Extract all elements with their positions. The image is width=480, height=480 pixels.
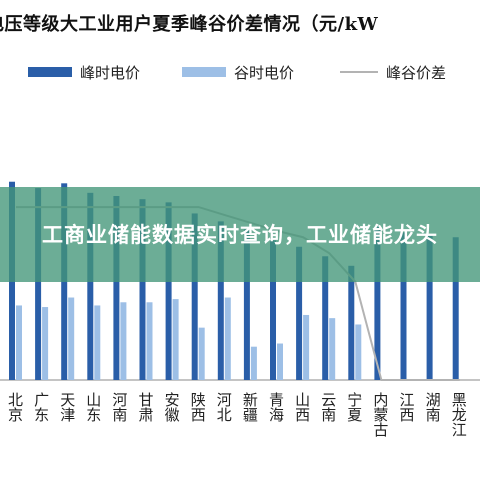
bar-valley-8 (224, 297, 231, 380)
legend-label-valley: 谷时电价 (234, 63, 295, 82)
x-tick-label-7: 陕西 (189, 392, 207, 422)
bar-valley-2 (68, 297, 75, 380)
bar-peak-15 (400, 232, 407, 380)
bar-valley-9 (250, 346, 257, 380)
x-tick-label-9: 新疆 (241, 392, 259, 422)
bar-peak-1 (35, 188, 42, 380)
bar-valley-7 (198, 327, 205, 380)
x-tick-label-12: 云南 (319, 392, 337, 422)
bar-valley-13 (355, 324, 362, 380)
legend-swatch-valley (182, 67, 226, 77)
legend-swatch-peak (28, 67, 72, 77)
bar-peak-3 (87, 192, 94, 380)
bar-valley-6 (172, 299, 179, 380)
bar-peak-14 (374, 226, 381, 380)
legend-item-valley: 谷时电价 (182, 62, 294, 82)
bar-valley-12 (329, 318, 336, 380)
legend-item-peak: 峰时电价 (28, 62, 140, 82)
bar-valley-3 (94, 305, 101, 380)
bar-peak-7 (191, 213, 198, 380)
bar-valley-0 (16, 305, 22, 380)
x-tick-label-17: 黑龙江 (450, 392, 468, 437)
x-tick-label-4: 河南 (110, 392, 128, 422)
x-tick-label-3: 山东 (84, 392, 102, 422)
x-tick-label-14: 内蒙古 (371, 392, 389, 437)
bar-valley-11 (303, 314, 310, 380)
x-tick-label-8: 河北 (215, 392, 233, 422)
bar-peak-13 (348, 265, 355, 380)
x-tick-label-11: 山西 (293, 392, 311, 422)
x-tick-label-10: 青海 (267, 392, 285, 422)
x-tick-label-1: 广东 (32, 392, 50, 422)
bar-peak-8 (217, 221, 224, 380)
legend-label-peak: 峰时电价 (80, 63, 141, 82)
legend-item-spread: 峰谷价差 (340, 62, 446, 82)
x-tick-label-16: 湖南 (424, 392, 442, 422)
overlay-banner: 工商业储能数据实时查询，工业储能龙头 (0, 187, 480, 282)
x-tick-label-0: 北京 (6, 392, 24, 423)
bar-peak-10 (270, 240, 276, 380)
bar-peak-5 (139, 199, 146, 380)
x-tick-label-5: 甘肃 (137, 392, 155, 422)
overlay-text: 工商业储能数据实时查询，工业储能龙头 (42, 222, 438, 247)
bar-peak-4 (113, 196, 120, 380)
bar-valley-4 (120, 302, 127, 380)
bar-peak-9 (243, 229, 250, 380)
bar-valley-5 (146, 302, 153, 380)
legend: 峰时电价 谷时电价 峰谷价差 (28, 62, 480, 82)
bar-peak-12 (322, 256, 329, 380)
bar-peak-11 (296, 246, 303, 380)
bar-valley-10 (277, 343, 283, 380)
legend-label-spread: 峰谷价差 (386, 63, 447, 82)
bar-peak-16 (426, 235, 433, 380)
x-tick-label-2: 天津 (58, 392, 76, 422)
bar-peak-6 (165, 202, 172, 380)
x-tick-label-6: 安徽 (163, 392, 181, 422)
x-tick-label-15: 江西 (398, 392, 416, 422)
bar-valley-1 (42, 307, 49, 380)
bar-peak-17 (452, 237, 459, 380)
legend-swatch-spread (340, 71, 378, 73)
x-tick-label-13: 宁夏 (345, 392, 363, 422)
chart-title: 电压等级大工业用户夏季峰谷价差情况（元/kW (0, 14, 379, 35)
